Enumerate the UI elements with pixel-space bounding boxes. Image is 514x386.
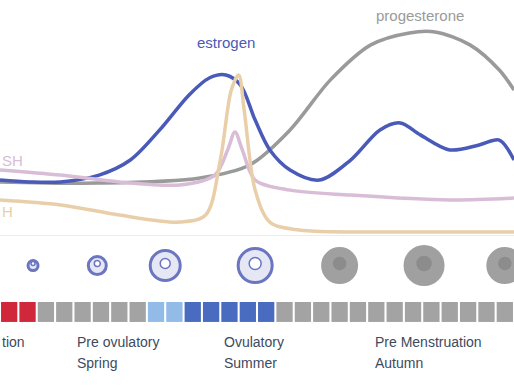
svg-text:tion: tion [2, 334, 25, 350]
svg-text:progesterone: progesterone [376, 7, 464, 24]
svg-text:Spring: Spring [77, 355, 117, 371]
svg-text:Autumn: Autumn [375, 355, 423, 371]
svg-text:Pre Menstruation: Pre Menstruation [375, 334, 482, 350]
svg-text:estrogen: estrogen [197, 34, 255, 51]
svg-text:Pre ovulatory: Pre ovulatory [77, 334, 159, 350]
svg-text:Summer: Summer [224, 355, 277, 371]
svg-text:SH: SH [2, 152, 23, 169]
svg-text:Ovulatory: Ovulatory [224, 334, 284, 350]
svg-text:H: H [2, 203, 13, 220]
